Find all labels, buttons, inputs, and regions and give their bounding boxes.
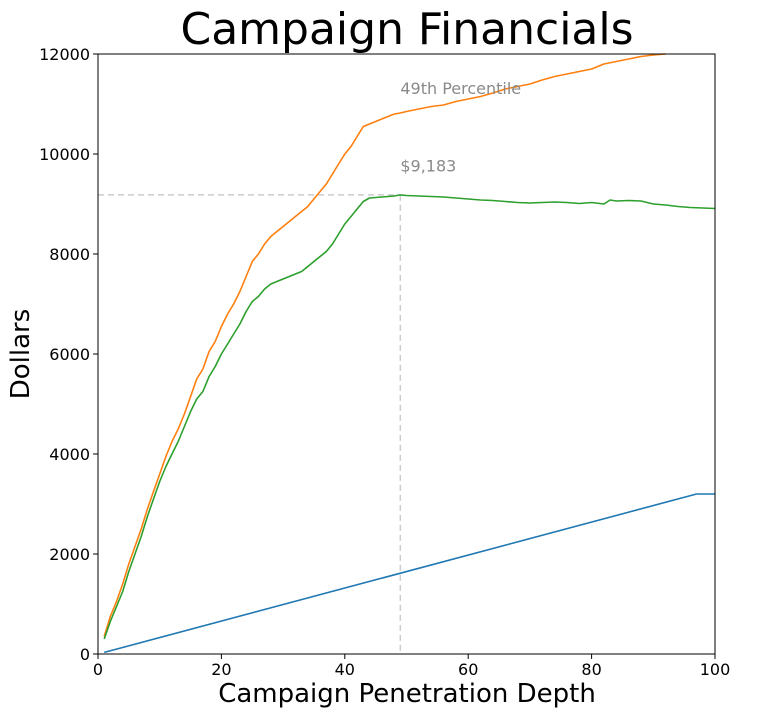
x-tick-label: 0: [93, 660, 103, 679]
x-tick-label: 20: [211, 660, 231, 679]
y-tick-label: 0: [80, 645, 90, 664]
x-axis-label: Campaign Penetration Depth: [218, 679, 596, 709]
chart-title: Campaign Financials: [180, 4, 633, 55]
plot-area: 49th Percentile $9,183 0 20 40 60 80 100 0 2000 40…: [39, 45, 730, 679]
y-tick-label: 8000: [49, 245, 90, 264]
y-axis-label: Dollars: [6, 309, 36, 400]
y-tick-label: 2000: [49, 545, 90, 564]
y-tick-label: 12000: [39, 45, 90, 64]
annotation-2: $9,183: [400, 157, 456, 176]
series-line-3: [103, 194, 716, 640]
series-line-2: [103, 53, 666, 637]
y-tick-label: 4000: [49, 445, 90, 464]
series-line-1: [103, 493, 715, 654]
y-tick-label: 6000: [49, 345, 90, 364]
y-tick-label: 10000: [39, 145, 90, 164]
x-tick-label: 80: [581, 660, 601, 679]
x-tick-label: 60: [458, 660, 478, 679]
annotation-1: 49th Percentile: [400, 79, 521, 98]
x-tick-label: 100: [700, 660, 731, 679]
x-tick-label: 40: [335, 660, 355, 679]
